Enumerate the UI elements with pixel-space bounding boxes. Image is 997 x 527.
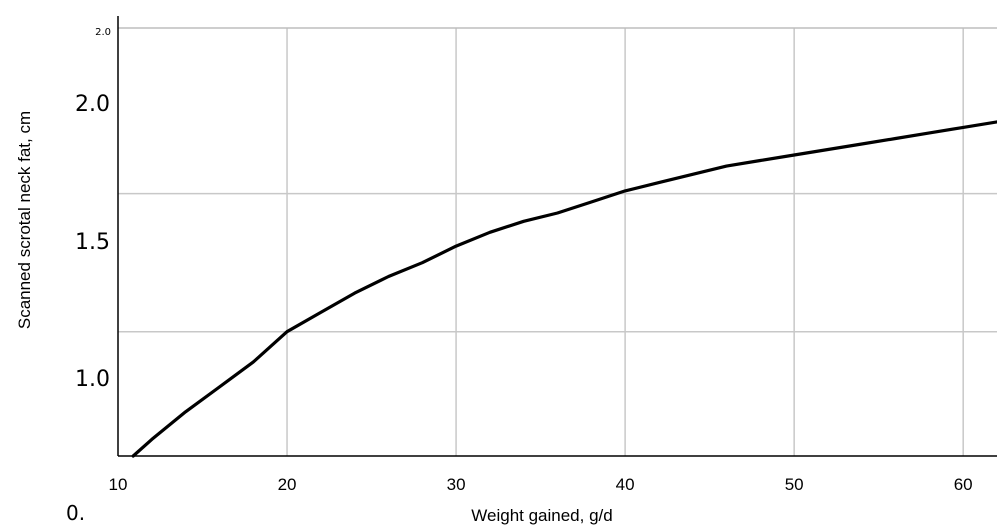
x-axis-label: Weight gained, g/d [471,506,612,525]
x-tick-label: 30 [447,475,466,494]
x-tick-label: 10 [109,475,128,494]
x-tick-label: 20 [278,475,297,494]
y-axis-label: Scanned scrotal neck fat, cm [15,111,34,329]
x-tick-label: 50 [785,475,804,494]
x-tick-label: 60 [954,475,973,494]
grid [118,28,997,456]
y-tick-labels: 1.0 1.5 2.0 [75,92,110,392]
stray-label: 0. [66,501,85,525]
y-tick-label: 1.5 [75,230,110,255]
corner-tick-label: 2.0 [95,27,111,38]
series-group [131,120,997,458]
x-tick-label: 40 [616,475,635,494]
y-tick-label: 2.0 [75,92,110,117]
series-line [131,120,997,458]
y-tick-label: 1.0 [75,367,110,392]
x-tick-labels: 10 20 30 40 50 60 [109,475,973,494]
